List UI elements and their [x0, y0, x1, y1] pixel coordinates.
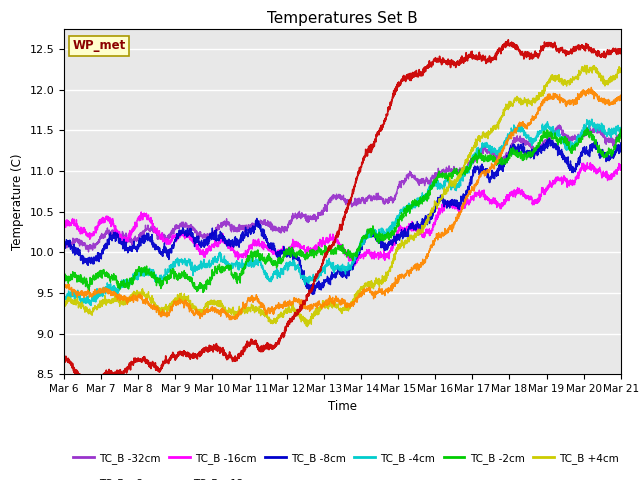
- Text: WP_met: WP_met: [72, 39, 125, 52]
- X-axis label: Time: Time: [328, 400, 357, 413]
- Title: Temperatures Set B: Temperatures Set B: [267, 11, 418, 26]
- Y-axis label: Temperature (C): Temperature (C): [11, 153, 24, 250]
- Legend: TC_B +8cm, TC_B +12cm: TC_B +8cm, TC_B +12cm: [69, 474, 264, 480]
